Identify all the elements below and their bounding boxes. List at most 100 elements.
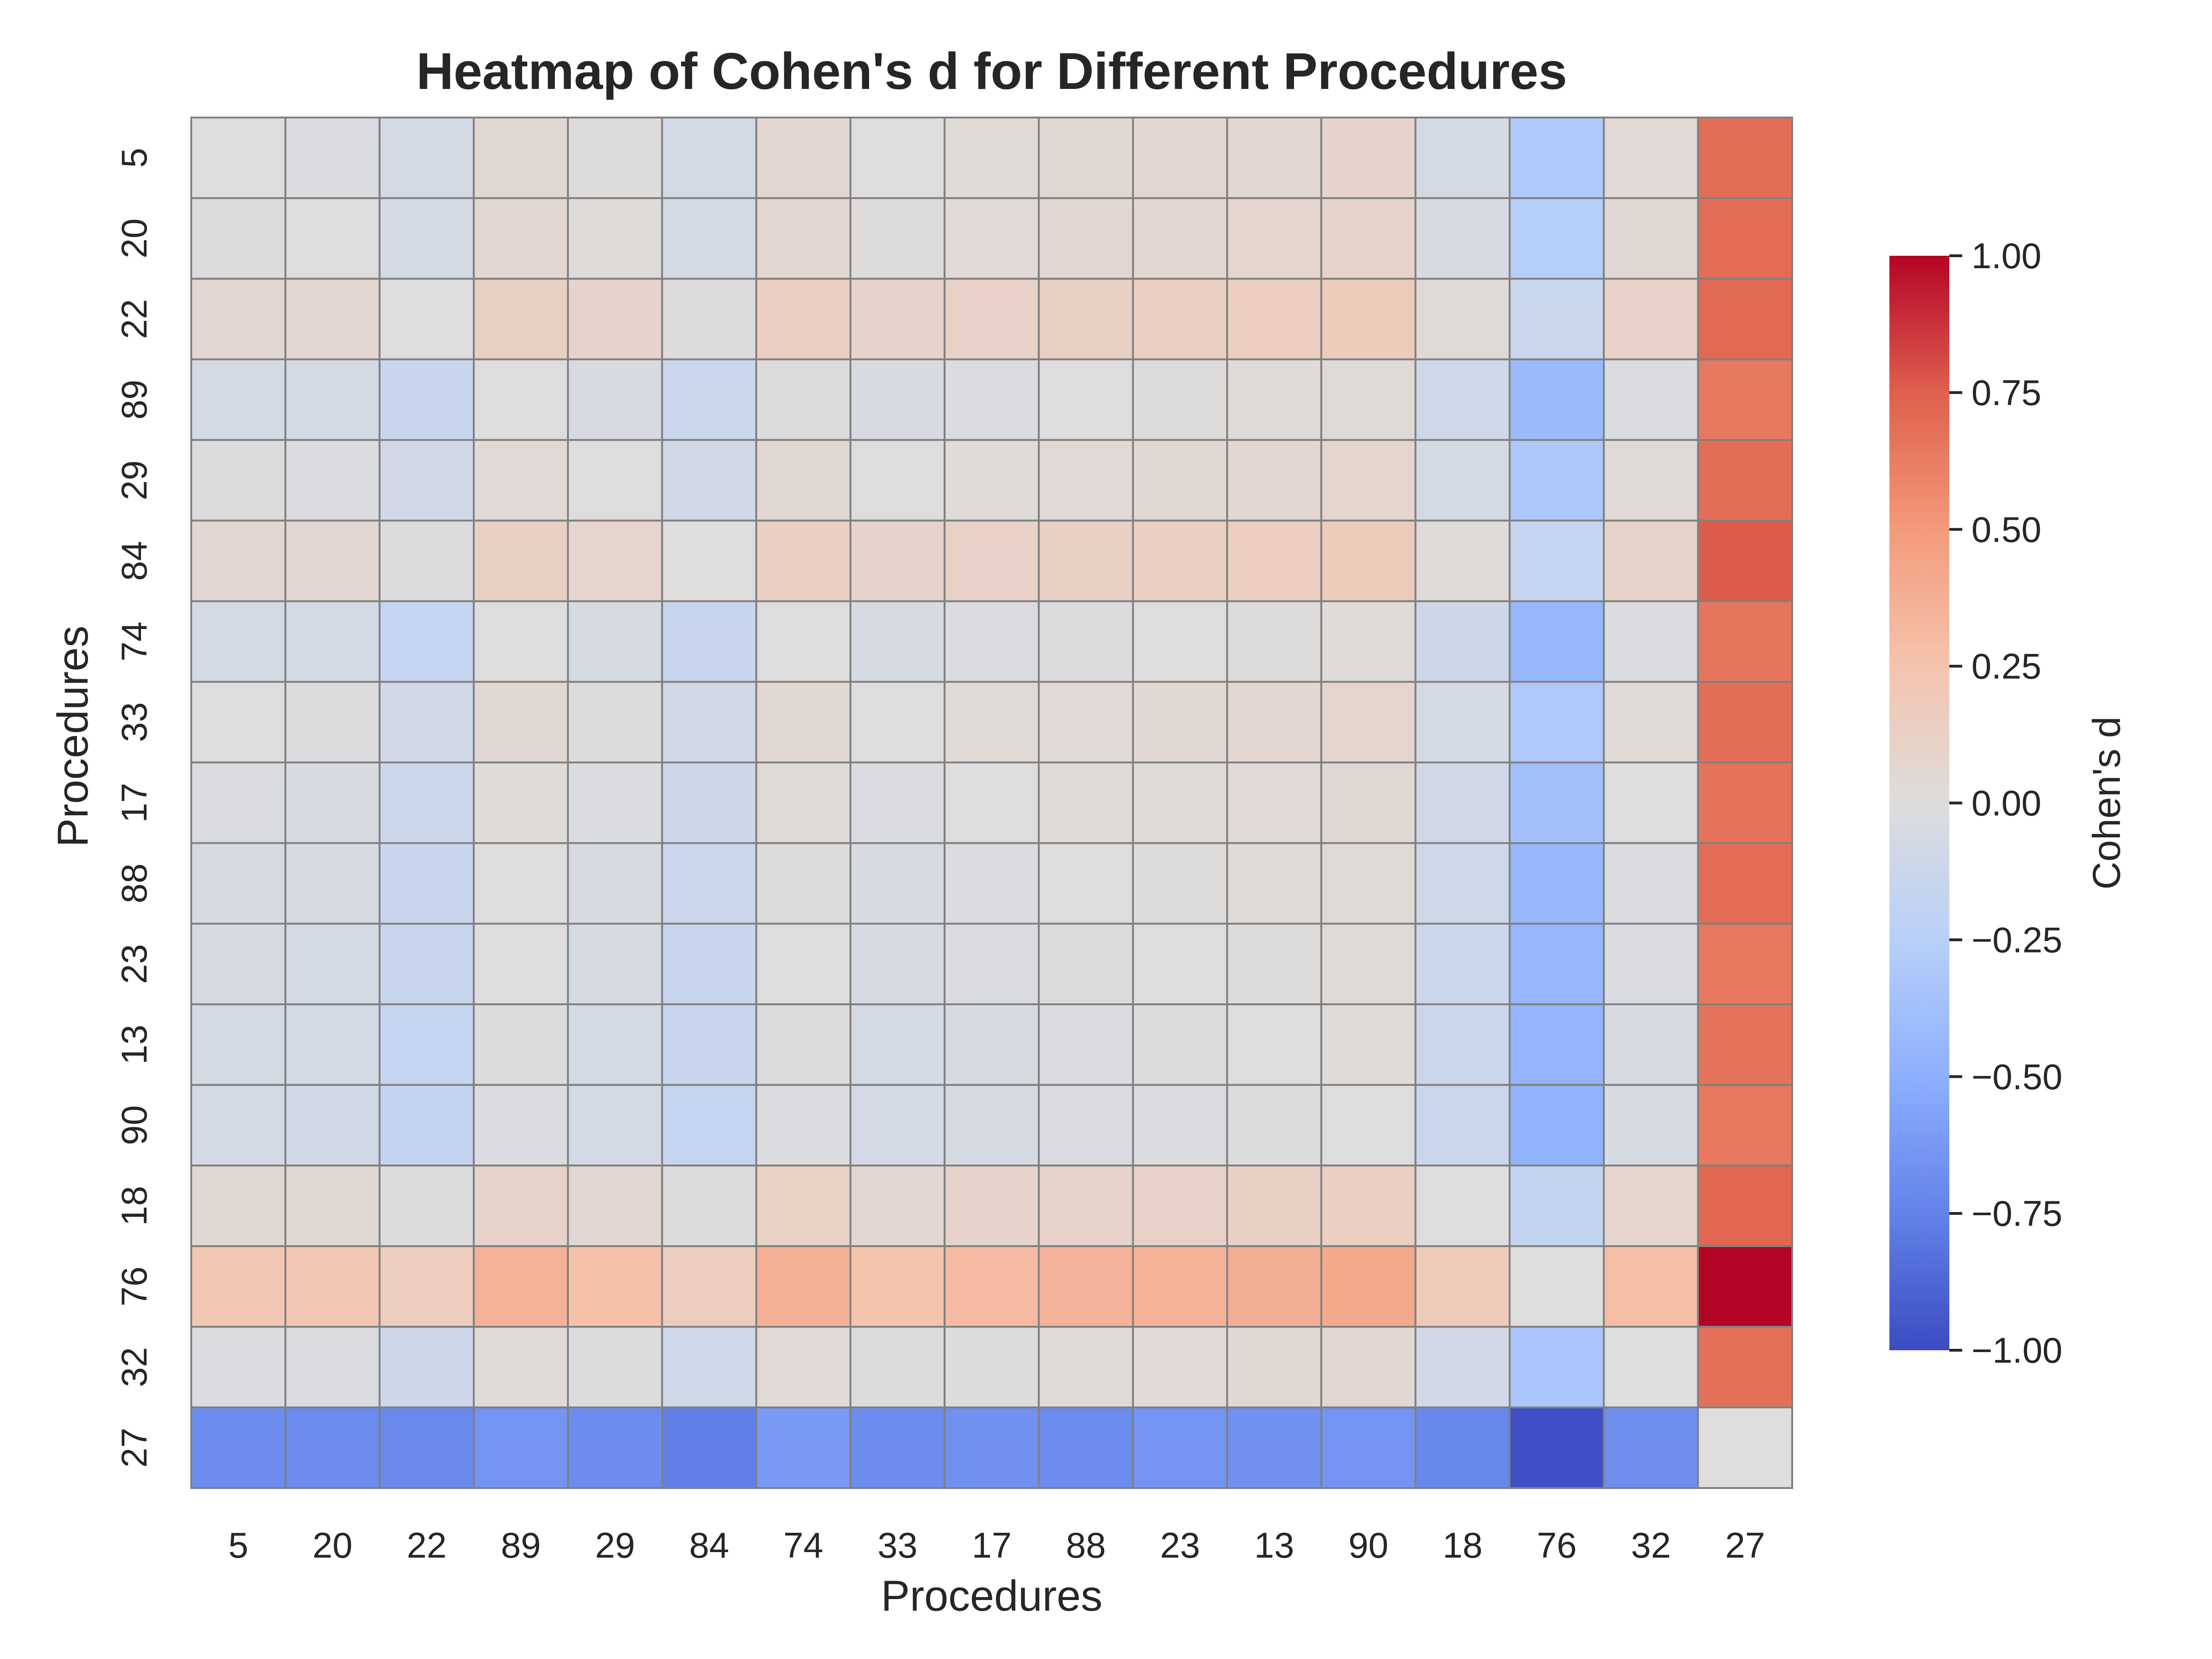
heatmap-cell [943,1406,1040,1489]
heatmap-cell [661,1003,758,1086]
heatmap-cell [943,358,1040,441]
heatmap-cell [1132,197,1228,280]
heatmap-cell [661,277,758,360]
heatmap-cell [1320,117,1417,199]
heatmap-cell [1132,1003,1228,1086]
heatmap-cell [661,1326,758,1409]
heatmap-cell [1038,1165,1134,1247]
heatmap-cell [755,681,852,764]
heatmap-cell [1697,923,1793,1006]
y-axis-label: Procedures [48,626,97,847]
colorbar-tick-label: 1.00 [1971,235,2041,276]
heatmap-cell [1697,117,1793,199]
heatmap-cell [1508,358,1605,441]
heatmap-cell [1226,681,1323,764]
heatmap-cell [1038,842,1134,925]
heatmap-cell [473,277,569,360]
heatmap-cell [378,358,475,441]
heatmap-cell [190,519,287,602]
heatmap-cell [849,197,946,280]
heatmap-cell [1414,681,1511,764]
heatmap-cell [378,842,475,925]
heatmap-cell [1226,600,1323,683]
heatmap-cell [1414,600,1511,683]
heatmap-cell [1508,761,1605,844]
heatmap-cell [1508,439,1605,522]
heatmap-cell [473,1084,569,1167]
heatmap-cell [1697,1003,1793,1086]
heatmap-cell [943,1165,1040,1247]
heatmap-cell [661,1406,758,1489]
y-tick-label: 23 [114,944,154,984]
heatmap-cell [1132,761,1228,844]
heatmap-cell [1038,1406,1134,1489]
heatmap-cell [1320,277,1417,360]
heatmap-cell [849,761,946,844]
heatmap-cell [1226,1003,1323,1086]
heatmap-cell [1132,519,1228,602]
heatmap-cell [284,358,381,441]
heatmap-cell [943,197,1040,280]
heatmap-cell [1508,923,1605,1006]
colorbar-tick-label: 0.25 [1971,646,2041,687]
heatmap-cell [1038,117,1134,199]
heatmap-cell [661,681,758,764]
heatmap-cell [378,1165,475,1247]
heatmap-cell [1697,519,1793,602]
heatmap-cell [943,761,1040,844]
heatmap-cell [755,277,852,360]
heatmap-cell [1414,277,1511,360]
heatmap-cell [473,519,569,602]
heatmap-cell [1603,1245,1699,1328]
heatmap-cell [284,1406,381,1489]
heatmap-cell [661,439,758,522]
heatmap-cell [1038,681,1134,764]
heatmap-cell [1226,358,1323,441]
heatmap-cell [473,761,569,844]
heatmap-cell [1320,1245,1417,1328]
heatmap-cell [1132,117,1228,199]
heatmap-cell [1603,1165,1699,1247]
heatmap-cell [378,1245,475,1328]
heatmap-cell [1320,681,1417,764]
heatmap-cell [849,1165,946,1247]
heatmap-cell [473,358,569,441]
heatmap-cell [1132,1406,1228,1489]
heatmap-cell [1226,117,1323,199]
heatmap-cell [755,358,852,441]
heatmap-cell [1038,1084,1134,1167]
heatmap-cell [755,1245,852,1328]
heatmap-cell [661,923,758,1006]
heatmap-cell [1132,439,1228,522]
x-tick-label: 20 [312,1525,353,1565]
heatmap-cell [1603,1003,1699,1086]
heatmap-cell [378,681,475,764]
heatmap-cell [378,1003,475,1086]
heatmap-cell [1508,519,1605,602]
heatmap-cell [284,1326,381,1409]
heatmap-cell [1697,1406,1793,1489]
x-tick-label: 89 [501,1525,541,1565]
heatmap-cell [378,1084,475,1167]
heatmap-cell [1697,1084,1793,1167]
heatmap-cell [755,600,852,683]
heatmap-cell [190,117,287,199]
heatmap-cell [567,117,663,199]
heatmap-cell [1603,277,1699,360]
heatmap-cell [567,358,663,441]
heatmap-cell [1508,1165,1605,1247]
heatmap-cell [567,277,663,360]
heatmap-cell [1226,519,1323,602]
colorbar-tick-label: −0.25 [1971,919,2062,960]
heatmap-cell [284,761,381,844]
x-tick-label: 17 [972,1525,1012,1565]
x-tick-label: 84 [689,1525,729,1565]
heatmap-cell [378,197,475,280]
colorbar-tick-label: −0.75 [1971,1193,2062,1234]
heatmap-cell [190,277,287,360]
x-tick-label: 74 [783,1525,824,1565]
heatmap-cell [1132,600,1228,683]
heatmap-cell [1226,761,1323,844]
heatmap-cell [1508,842,1605,925]
